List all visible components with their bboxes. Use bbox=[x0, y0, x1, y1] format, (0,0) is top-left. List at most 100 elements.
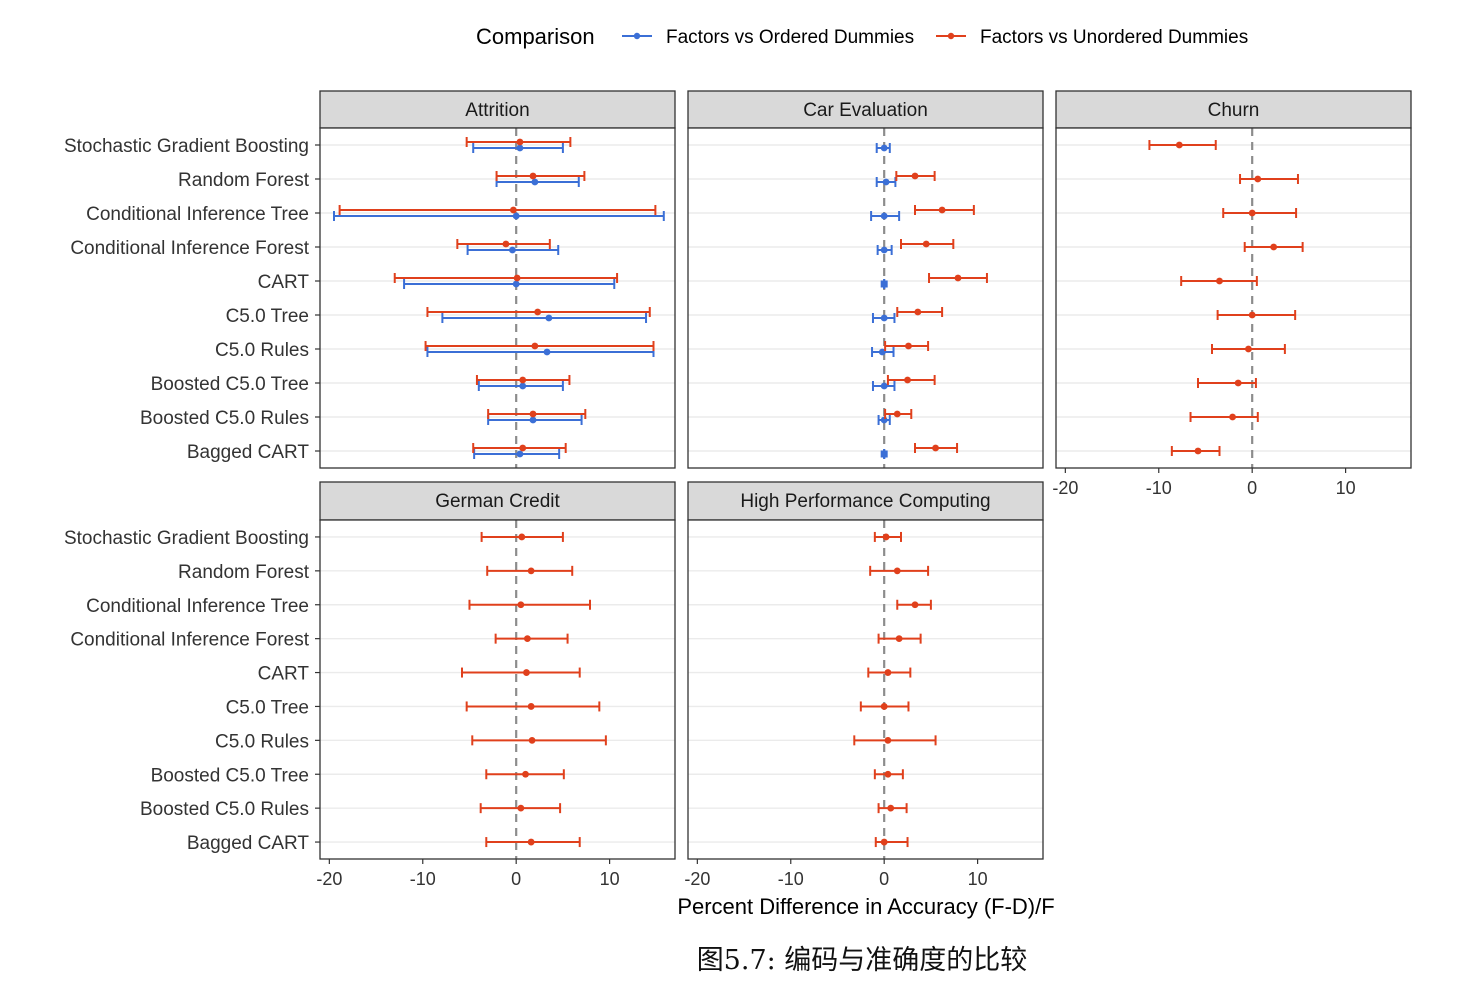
y-tick-label: Boosted C5.0 Tree bbox=[151, 374, 309, 395]
error-bar-boosted-c5-0-tree bbox=[477, 381, 564, 391]
error-bar-random-forest bbox=[495, 171, 586, 181]
error-bar-stochastic-gradient-boosting bbox=[1148, 140, 1217, 150]
legend-key-point bbox=[947, 32, 955, 40]
error-bar-bagged-cart bbox=[1170, 446, 1221, 456]
y-tick-label: C5.0 Rules bbox=[215, 731, 309, 752]
data-point bbox=[911, 601, 919, 609]
error-bar-bagged-cart bbox=[914, 443, 959, 453]
error-bar-boosted-c5-0-tree bbox=[485, 769, 565, 780]
error-bar-c5-0-rules bbox=[424, 341, 655, 351]
data-point bbox=[1254, 175, 1262, 183]
x-tick-label: 0 bbox=[1247, 478, 1257, 498]
data-point bbox=[880, 382, 888, 390]
error-bar-conditional-inference-tree bbox=[914, 205, 975, 215]
data-point bbox=[880, 450, 888, 458]
error-bar-bagged-cart bbox=[472, 443, 567, 453]
data-point bbox=[938, 206, 946, 214]
error-bar-cart bbox=[461, 667, 581, 678]
error-bar-c5-0-rules bbox=[884, 341, 930, 351]
figure-caption: 图5.7: 编码与准确度的比较 bbox=[696, 945, 1028, 976]
y-tick-label: Boosted C5.0 Tree bbox=[151, 765, 309, 786]
data-point bbox=[523, 669, 530, 676]
data-point bbox=[545, 314, 553, 322]
data-point bbox=[932, 444, 939, 452]
y-tick-label: CART bbox=[258, 664, 310, 685]
data-point bbox=[1245, 345, 1252, 353]
data-point bbox=[922, 240, 930, 248]
data-point bbox=[519, 376, 527, 384]
y-tick-label: Stochastic Gradient Boosting bbox=[64, 136, 309, 157]
data-point bbox=[516, 450, 524, 458]
data-point bbox=[517, 804, 525, 812]
error-bar-boosted-c5-0-tree bbox=[1197, 378, 1257, 388]
y-tick-label: C5.0 Rules bbox=[215, 340, 309, 361]
x-tick-label: 10 bbox=[1336, 478, 1356, 498]
x-tick-label: -20 bbox=[316, 869, 342, 889]
data-point bbox=[513, 274, 521, 282]
data-point bbox=[522, 770, 529, 778]
error-bar-c5-0-tree bbox=[441, 313, 648, 323]
data-point bbox=[517, 601, 525, 609]
data-point bbox=[529, 172, 537, 180]
error-bar-stochastic-gradient-boosting bbox=[465, 137, 572, 147]
legend-item-factors-vs-unordered-dummies: Factors vs Unordered Dummies bbox=[936, 27, 1248, 48]
data-point bbox=[1248, 209, 1256, 217]
error-bar-c5-0-rules bbox=[853, 735, 937, 746]
error-bar-cart bbox=[880, 279, 888, 289]
data-point bbox=[1270, 243, 1278, 251]
data-point bbox=[516, 144, 524, 152]
error-bar-conditional-inference-forest bbox=[1243, 242, 1304, 252]
error-bar-cart bbox=[1180, 276, 1258, 286]
data-point bbox=[1175, 141, 1183, 149]
data-point bbox=[527, 567, 535, 575]
error-bar-conditional-inference-tree bbox=[468, 599, 591, 610]
y-tick-label: Boosted C5.0 Rules bbox=[140, 408, 309, 429]
data-point bbox=[502, 240, 510, 248]
error-bar-conditional-inference-forest bbox=[900, 239, 955, 249]
legend-item-factors-vs-ordered-dummies: Factors vs Ordered Dummies bbox=[622, 27, 914, 48]
facet-title: High Performance Computing bbox=[740, 491, 990, 512]
error-bar-bagged-cart bbox=[485, 837, 581, 848]
legend: Comparison Factors vs Ordered Dummies Fac… bbox=[476, 24, 1248, 49]
plot-background bbox=[1056, 128, 1411, 468]
facet-title: German Credit bbox=[435, 491, 560, 512]
data-point bbox=[884, 736, 892, 744]
data-point bbox=[880, 314, 888, 322]
error-bar-random-forest bbox=[1239, 174, 1299, 184]
error-bar-boosted-c5-0-rules bbox=[487, 415, 583, 425]
x-tick-label: -10 bbox=[1146, 478, 1172, 498]
error-bar-stochastic-gradient-boosting bbox=[875, 143, 891, 153]
x-tick-label: 0 bbox=[879, 869, 889, 889]
y-tick-label: Random Forest bbox=[178, 562, 310, 583]
data-point bbox=[528, 736, 536, 744]
error-bar-conditional-inference-tree bbox=[870, 211, 901, 221]
legend-label: Factors vs Unordered Dummies bbox=[980, 27, 1248, 48]
facet-strip bbox=[1055, 90, 1412, 129]
data-point bbox=[884, 770, 892, 778]
error-bar-c5-0-rules bbox=[1211, 344, 1286, 354]
data-point bbox=[880, 246, 888, 254]
panel-churn: Churn -20 -10 0 10 bbox=[1052, 90, 1412, 498]
y-tick-label: C5.0 Tree bbox=[226, 697, 309, 718]
facet-title: Car Evaluation bbox=[803, 100, 928, 121]
data-point bbox=[893, 410, 901, 418]
error-bar-cart bbox=[928, 273, 988, 283]
data-point bbox=[1234, 379, 1242, 387]
data-point bbox=[531, 178, 539, 186]
legend-title: Comparison bbox=[476, 24, 595, 49]
y-tick-label: Conditional Inference Tree bbox=[86, 204, 309, 225]
y-tick-label: Random Forest bbox=[178, 170, 310, 191]
data-point bbox=[543, 348, 551, 356]
error-bar-c5-0-tree bbox=[426, 307, 651, 317]
error-bar-stochastic-gradient-boosting bbox=[472, 143, 564, 153]
error-bar-random-forest bbox=[486, 565, 574, 576]
plot-background bbox=[320, 520, 675, 859]
panel-border bbox=[687, 127, 1044, 469]
error-bar-conditional-inference-tree bbox=[896, 599, 932, 610]
error-bar-c5-0-rules bbox=[471, 735, 607, 746]
data-point bbox=[529, 410, 537, 418]
data-point bbox=[529, 416, 537, 424]
error-bar-boosted-c5-0-rules bbox=[479, 803, 562, 814]
error-bar-stochastic-gradient-boosting bbox=[873, 531, 902, 542]
